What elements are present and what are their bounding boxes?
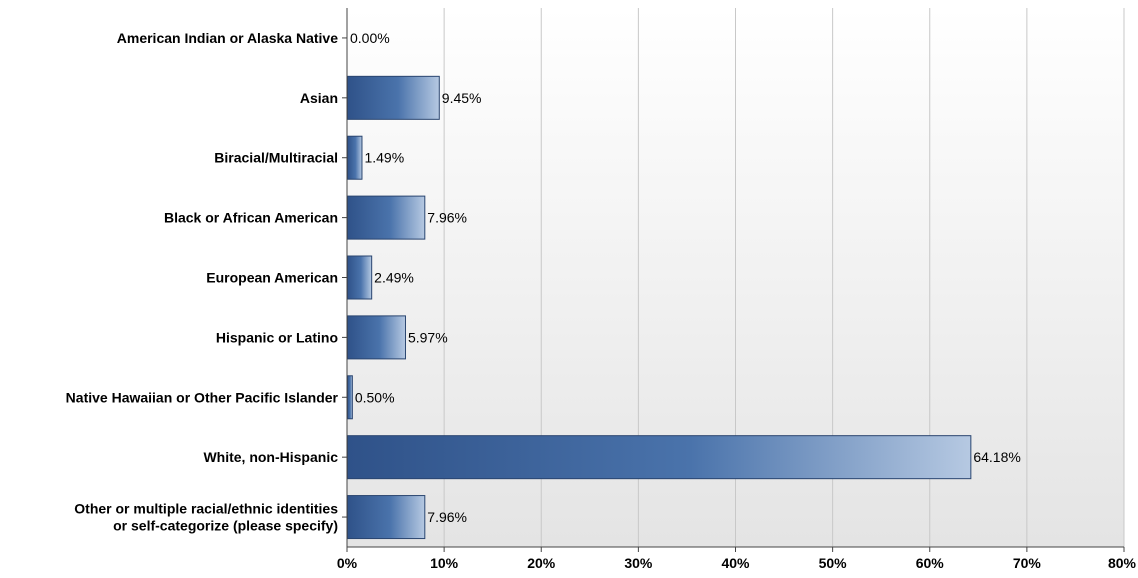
data-label: 2.49% [374,270,414,286]
data-label: 1.49% [364,150,404,166]
x-tick-label: 0% [337,555,358,571]
data-label: 5.97% [408,329,448,345]
axes [342,8,1125,552]
data-label: 64.18% [973,449,1020,465]
category-label: Hispanic or Latino [216,329,338,345]
category-label: Asian [300,90,338,106]
x-tick-label: 60% [916,555,945,571]
x-tick-label: 10% [430,555,459,571]
bar [347,375,353,420]
data-label: 0.50% [355,389,395,405]
labels: 0% 10% 20% 30% 40% 50% 60% 70% 80% American India… [66,30,1137,571]
data-label: 0.00% [350,30,390,46]
x-tick-label: 30% [624,555,653,571]
bar [347,195,426,240]
data-label: 7.96% [427,210,467,226]
category-label: Other or multiple racial/ethnic identiti… [74,501,338,534]
x-tick-label: 70% [1013,555,1042,571]
category-label: Biracial/Multiracial [214,150,338,166]
x-tick-label: 50% [819,555,848,571]
bar [347,495,426,540]
x-tick-label: 40% [721,555,750,571]
x-tick-label: 80% [1108,555,1137,571]
gridlines [443,8,1125,547]
bar [347,255,373,300]
bar [347,315,406,360]
category-label: American Indian or Alaska Native [117,30,338,46]
bars [347,75,972,540]
data-label: 7.96% [427,509,467,525]
x-tick-label: 20% [527,555,556,571]
data-label: 9.45% [442,90,482,106]
category-label: Native Hawaiian or Other Pacific Islande… [66,389,339,405]
category-label: White, non-Hispanic [203,449,338,465]
bar [347,435,972,480]
bar [347,75,440,120]
category-label: European American [206,270,338,286]
bar [347,135,363,180]
category-label: Black or African American [164,210,338,226]
